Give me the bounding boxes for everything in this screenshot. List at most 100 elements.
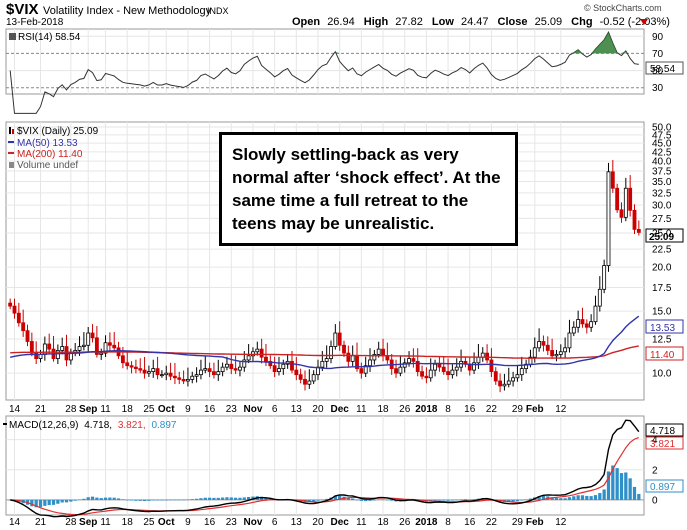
macd-histogram-bar — [351, 498, 355, 500]
candle-body — [407, 358, 411, 364]
macd-histogram-bar — [103, 497, 108, 500]
candle-body — [264, 356, 268, 362]
rsi-value-box: 58.54 — [645, 61, 684, 75]
rsi-value-text: 58.54 — [650, 64, 675, 75]
macd-histogram-bar — [77, 499, 82, 501]
macd-histogram-bar — [34, 499, 38, 508]
macd-x-axis-label: 14 — [9, 517, 21, 528]
candle-body — [129, 365, 134, 368]
macd-x-axis-label: Oct — [158, 517, 175, 528]
macd-histogram-bar — [264, 497, 268, 500]
rsi-tick-label: 90 — [652, 32, 664, 43]
chg-label: Chg — [571, 16, 592, 28]
macd-x-axis-label: 16 — [464, 517, 476, 528]
candle-body — [619, 209, 624, 218]
candle-body — [545, 344, 550, 351]
macd-histogram-bar — [554, 497, 559, 500]
candle-body — [506, 380, 511, 385]
macd-histogram-bar — [121, 499, 125, 500]
macd-histogram-bar — [507, 499, 511, 502]
rsi-line — [9, 31, 639, 114]
macd-x-axis-label: 23 — [226, 517, 238, 528]
candle-body — [173, 375, 177, 379]
macd-histogram-bar — [225, 497, 229, 500]
candle-body — [511, 377, 516, 382]
candle-body — [433, 363, 437, 371]
macd-histogram-bar — [247, 496, 251, 500]
candle-body — [38, 354, 43, 359]
macd-histogram-bar — [368, 499, 372, 501]
candle-body — [420, 371, 424, 377]
macd-histogram-bar — [541, 495, 546, 500]
candle-body — [177, 377, 182, 380]
macd-histogram-bar — [637, 494, 641, 500]
candle-body — [597, 288, 602, 307]
macd-histogram-bar — [333, 495, 337, 500]
low-value: 24.47 — [461, 16, 489, 28]
macd-x-axis-label: 25 — [143, 517, 155, 528]
macd-x-axis-label: 29 — [512, 517, 524, 528]
macd-histogram-bar — [125, 499, 129, 501]
candle-body — [346, 352, 351, 362]
tick-layer: 50.047.545.042.540.037.535.032.5 30.0 27.5… — [652, 32, 672, 507]
candle-body — [580, 319, 585, 325]
ma50-value-text: 13.53 — [650, 323, 675, 334]
macd-histogram-bar — [455, 499, 459, 501]
macd-histogram-bar — [520, 499, 524, 501]
macd-histogram-bar — [142, 499, 147, 502]
macd-histogram-bar — [359, 499, 363, 501]
candle-body — [381, 348, 385, 357]
brand-label: © StockCharts.com — [584, 3, 662, 13]
x-axis-label: 26 — [399, 404, 411, 415]
macd-histogram-bar — [355, 499, 359, 501]
macd-histogram-bar — [108, 497, 112, 500]
price-tick-label: 25.0 — [652, 229, 672, 240]
macd-x-axis-label: 2018 — [415, 517, 438, 528]
vix-legend-swatch-2 — [12, 129, 14, 134]
macd-histogram-bar — [95, 497, 99, 500]
candle-body — [272, 365, 277, 373]
signal-value-box: 3.821 — [645, 436, 684, 450]
macd-histogram-bar — [56, 499, 60, 504]
candle-body — [359, 368, 364, 374]
candle-body — [363, 365, 368, 374]
macd-histogram-bar — [73, 499, 77, 501]
macd-histogram-bar — [47, 499, 51, 506]
candle-body — [615, 187, 620, 211]
macd-histogram-bar — [155, 499, 160, 501]
x-axis-label: 23 — [226, 404, 238, 415]
rsi-tick-label: 50 — [652, 66, 664, 77]
x-axis-label: 11 — [356, 404, 367, 415]
macd-histogram-bar — [437, 499, 442, 501]
x-axis-label: 14 — [9, 404, 21, 415]
high-value: 27.82 — [395, 16, 423, 28]
price-tick-label: 50.0 — [652, 123, 672, 134]
macd-histogram-bar — [116, 498, 121, 500]
candle-body — [589, 321, 594, 328]
candle-body — [220, 366, 225, 373]
hist-value-text: 0.897 — [650, 482, 675, 493]
candle-body — [194, 374, 199, 377]
index-name-label: Volatility Index - New Methodology — [43, 5, 212, 17]
macd-panel-frame — [5, 415, 645, 516]
macd-histogram-bar — [576, 495, 580, 500]
macd-x-axis-label: Dec — [330, 517, 349, 528]
candle-body — [498, 380, 503, 387]
macd-histogram-bar — [615, 468, 619, 500]
price-tick-label: 45.0 — [652, 139, 672, 150]
macd-histogram-bar — [229, 497, 233, 500]
candle-body — [112, 344, 117, 349]
macd-histogram-bar — [585, 495, 589, 500]
candle-body — [398, 366, 403, 374]
candle-body — [593, 305, 598, 323]
x-axis-label: Oct — [158, 404, 175, 415]
macd-histogram-bar — [567, 497, 572, 500]
macd-histogram-bar — [194, 498, 199, 500]
macd-x-axis-label: 18 — [122, 517, 134, 528]
macd-histogram-bar — [134, 499, 138, 501]
candle-body — [329, 346, 333, 359]
ma200-line — [10, 345, 639, 359]
chg-value: -0.52 (-2.03%) — [600, 16, 670, 28]
macd-histogram-bar — [51, 499, 56, 505]
price-tick-label: 22.5 — [652, 245, 672, 256]
